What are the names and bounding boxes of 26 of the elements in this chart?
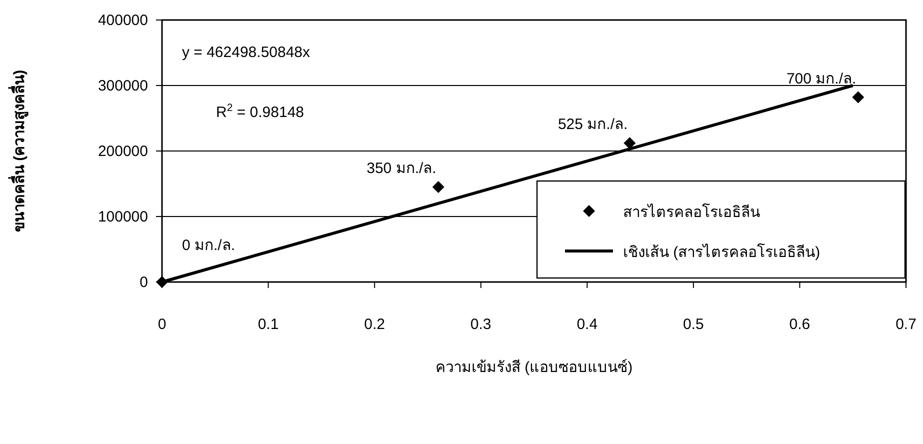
point bbox=[156, 276, 168, 288]
xtick: 0.7 bbox=[896, 316, 916, 333]
ytick: 0 bbox=[140, 274, 148, 291]
legend-label: เชิงเส้น (สารไตรคลอโรเอธิลีน) bbox=[623, 244, 820, 261]
point bbox=[624, 137, 636, 150]
xtick: 0 bbox=[158, 316, 166, 333]
xtick: 0.3 bbox=[470, 316, 492, 333]
xtick: 0.4 bbox=[576, 316, 598, 333]
xtick: 0.5 bbox=[683, 316, 704, 333]
ytick: 400000 bbox=[98, 12, 148, 29]
point bbox=[852, 91, 864, 104]
annotation: 350 มก./ล. bbox=[366, 160, 436, 178]
ytick: 100000 bbox=[98, 208, 148, 226]
xtick: 0.6 bbox=[789, 316, 810, 333]
xtick: 0.1 bbox=[258, 316, 279, 333]
annotation: 700 มก./ล. bbox=[786, 70, 856, 88]
annotation: 525 มก./ล. bbox=[558, 116, 628, 134]
point bbox=[432, 181, 444, 194]
ytick: 300000 bbox=[98, 78, 148, 94]
xtick: 0.2 bbox=[364, 316, 385, 333]
annotation: R$^{2}$ = 0.98148 bbox=[216, 102, 304, 121]
annotation: 0 มก./ล. bbox=[182, 237, 236, 254]
xlabel: ความเข้มรังสี (แอบซอบแบนซ์) bbox=[435, 359, 633, 376]
annotation: y = 462498.50848x bbox=[182, 44, 310, 61]
ytick: 200000 bbox=[98, 143, 148, 160]
legend-label: สารไตรคลอโรเอธิลีน bbox=[623, 204, 760, 221]
